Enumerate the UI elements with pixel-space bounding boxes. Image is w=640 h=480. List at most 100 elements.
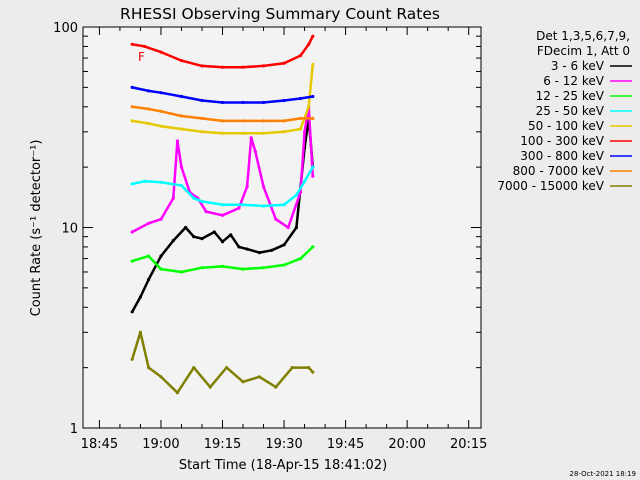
data-point [261,119,266,123]
data-point [130,85,134,89]
data-point [311,62,315,67]
data-point [159,109,163,113]
data-point [171,239,175,243]
y-tick-label: 10 [61,222,78,237]
data-point [257,375,261,379]
data-point [274,385,278,389]
data-point [184,225,188,230]
data-point [282,119,286,123]
data-point [147,278,151,282]
series-line [131,35,314,69]
data-point [179,114,184,118]
data-point [311,370,315,374]
data-point [311,116,315,120]
x-tick-label: 19:15 [204,437,241,452]
chart-title: RHESSI Observing Summary Count Rates [120,5,440,23]
data-point [159,124,163,128]
data-point [311,94,315,99]
legend-entry-label: 25 - 50 keV [536,104,605,118]
data-point [237,245,241,249]
data-point [303,130,307,134]
data-point [270,248,274,252]
data-point [229,233,233,237]
data-point [200,98,204,103]
data-point [311,245,315,249]
series-7 [130,85,315,105]
data-point [303,179,307,183]
data-point [282,98,286,103]
data-point [261,204,266,208]
legend-entry-label: 800 - 7000 keV [513,164,605,178]
data-point [294,193,298,197]
legend-entry-label: 300 - 800 keV [520,149,604,163]
data-point [241,380,245,384]
data-point [282,203,286,207]
data-point [220,264,225,268]
series-6 [130,34,315,69]
data-point [200,237,204,241]
data-point [220,65,225,69]
data-point [241,203,245,207]
legend-entry-label: 100 - 300 keV [520,134,604,148]
data-point [307,42,311,46]
data-point [237,206,241,210]
data-point [249,136,253,140]
data-point [241,267,245,271]
data-point [245,247,249,251]
series-8 [130,105,315,123]
data-point [179,59,184,63]
data-point [204,210,208,214]
data-point [298,257,303,261]
data-point [200,116,204,120]
data-point [261,185,266,189]
data-point [175,139,179,143]
data-point [261,131,266,135]
data-point [274,217,278,221]
data-point [311,34,315,38]
data-point [159,217,163,221]
data-point [282,243,286,247]
data-point [212,230,216,234]
data-point [142,179,147,183]
data-point [307,105,311,109]
data-point [225,366,229,370]
data-point [179,183,184,188]
data-point [130,105,134,109]
data-point [130,119,134,123]
legend-entry-label: 50 - 100 keV [528,119,605,133]
data-point [192,235,196,239]
data-point [147,107,151,111]
series-3 [130,245,315,274]
data-point [159,180,163,184]
series-line [132,64,315,135]
plot-area [83,27,481,428]
data-point [311,165,315,169]
data-point [220,213,225,217]
data-point [179,127,184,131]
data-point [220,240,225,244]
data-point [175,391,179,395]
data-point [282,130,286,134]
data-point [307,366,311,370]
data-point [130,357,134,361]
data-point [286,225,290,230]
data-point [179,165,184,169]
data-point [282,61,286,65]
data-point [147,89,151,93]
data-point [192,366,196,370]
data-point [290,366,294,370]
data-point [298,54,303,58]
data-point [159,267,163,271]
data-point [130,310,134,314]
data-point [220,203,225,207]
data-point [171,196,175,200]
data-point [138,330,142,334]
data-point [159,91,163,95]
data-point [208,385,212,389]
data-point [147,221,151,225]
data-point [294,225,298,230]
data-point [130,230,134,234]
plot-frame-fill [83,27,481,428]
data-point [179,270,184,274]
